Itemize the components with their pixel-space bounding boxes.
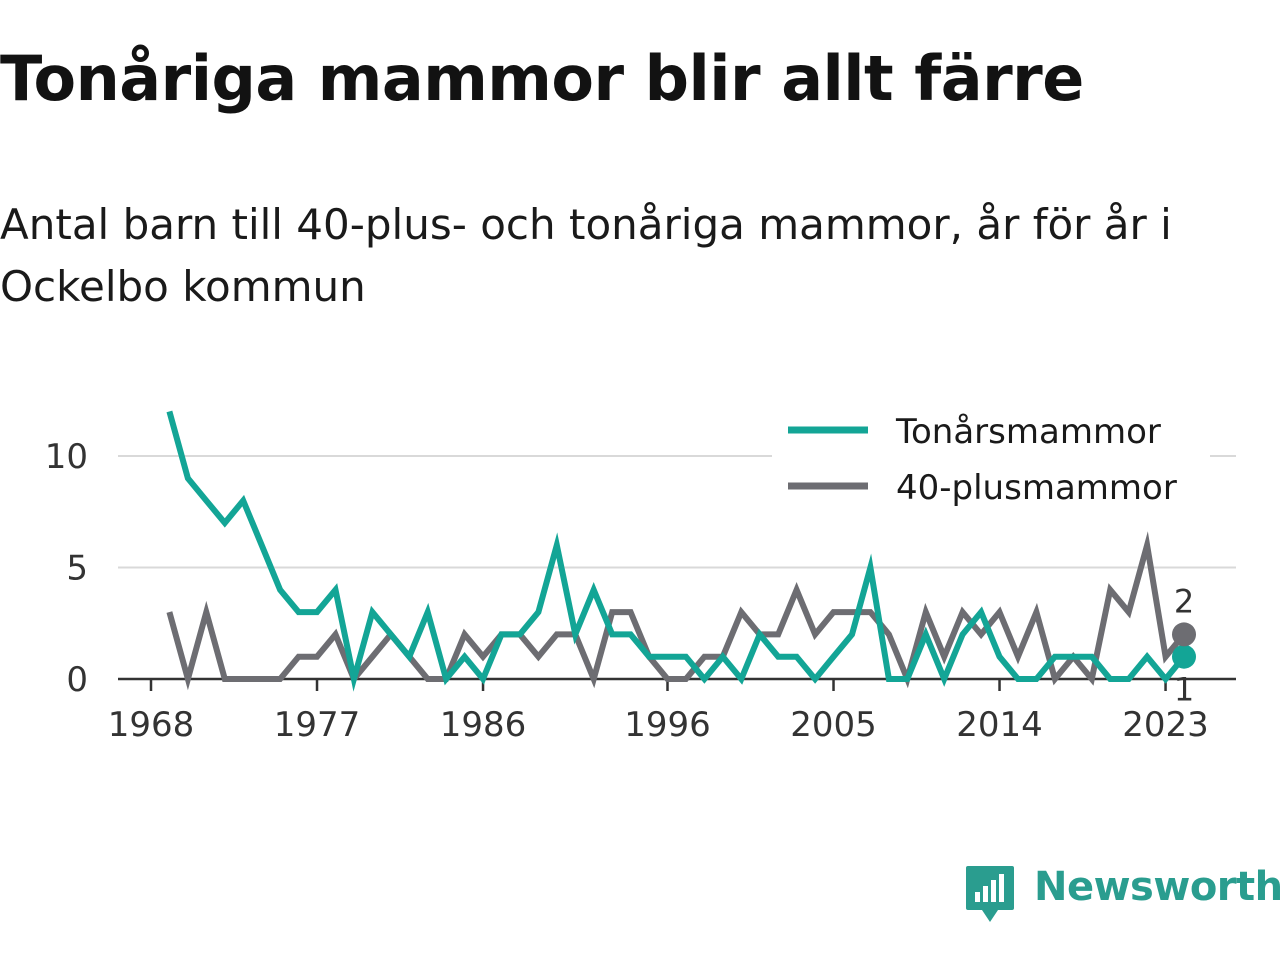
- end-markers: 12: [1172, 582, 1196, 709]
- x-tick-label-1977: 1977: [274, 705, 361, 745]
- x-axis: 1968 1977 1986 1996 2005 2014 2023: [108, 677, 1236, 745]
- series-line-tonarsmammor: [166, 410, 1187, 692]
- end-marker-40-plusmammor: [1172, 622, 1196, 647]
- y-axis: 0 5 10: [45, 437, 88, 700]
- y-tick-label-10: 10: [45, 437, 88, 477]
- chart-subtitle: Antal barn till 40-plus- och tonåriga ma…: [0, 200, 1172, 311]
- x-tick-label-2014: 2014: [956, 705, 1043, 745]
- x-tick-label-1986: 1986: [440, 705, 527, 745]
- x-tick-label-2005: 2005: [790, 705, 877, 745]
- y-tick-label-0: 0: [66, 660, 88, 700]
- end-marker-tonarsmammor: [1172, 644, 1196, 669]
- x-tick-label-2023: 2023: [1122, 705, 1209, 745]
- end-label-40-plusmammor: 2: [1174, 582, 1194, 620]
- x-tick-label-1996: 1996: [624, 705, 711, 745]
- brand-name: Newsworthy: [1034, 864, 1280, 910]
- brand-logo: Newsworthy: [964, 862, 1280, 926]
- legend: Tonårsmammor 40-plusmammor: [772, 408, 1210, 508]
- legend-label-tonarsmammor: Tonårsmammor: [895, 412, 1161, 452]
- x-tick-label-1968: 1968: [108, 705, 195, 745]
- line-chart: 1968 1977 1986 1996 2005 2014 2023 0 5 10 Tonårs…: [44, 408, 1236, 745]
- series-lines: [166, 410, 1187, 692]
- legend-label-40-plusmammor: 40-plusmammor: [896, 468, 1177, 508]
- legend-background: [772, 408, 1210, 460]
- newsworthy-logo-icon: [966, 866, 1014, 922]
- y-tick-label-5: 5: [66, 549, 88, 589]
- chart-title: Tonåriga mammor blir allt färre: [0, 42, 1084, 115]
- series-line-40-plusmammor: [166, 531, 1187, 691]
- end-label-tonarsmammor: 1: [1174, 671, 1194, 709]
